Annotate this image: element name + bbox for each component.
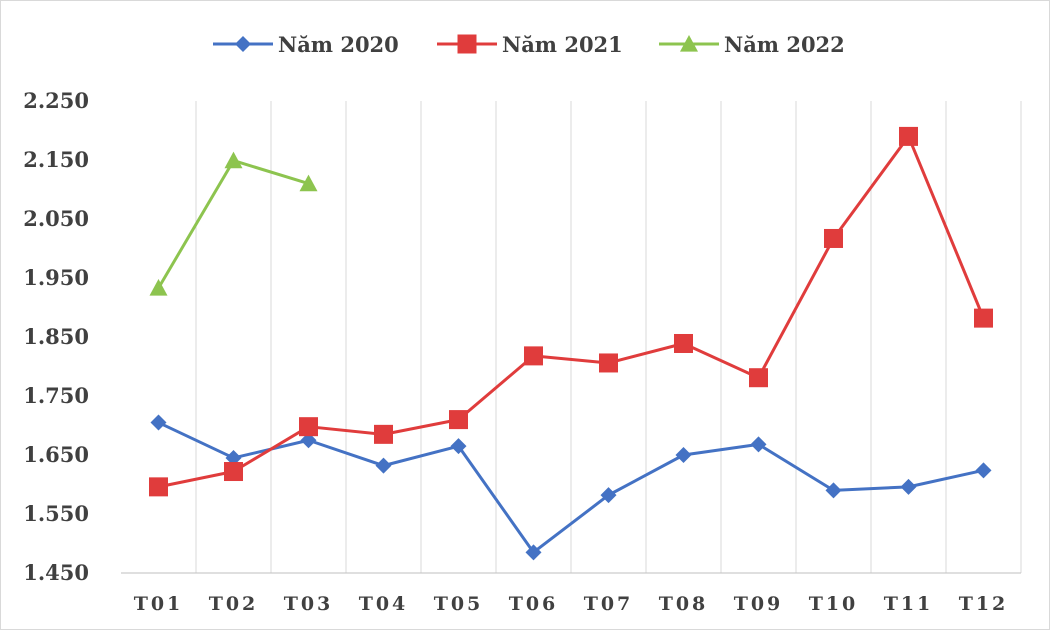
legend-marker xyxy=(680,35,698,52)
x-tick-label: T02 xyxy=(209,593,259,615)
y-tick-label: 1.650 xyxy=(23,442,89,467)
axes: 1.450 1.550 1.650 1.750 1.850 1.950 2.050 2.150… xyxy=(23,88,1021,615)
series-3 xyxy=(149,151,318,296)
data-point xyxy=(674,333,693,353)
x-tick-label: T05 xyxy=(434,593,484,615)
legend: Năm 2020 Năm 2021 Năm 2022 xyxy=(213,32,845,57)
y-tick-label: 2.150 xyxy=(23,147,89,172)
data-point xyxy=(150,414,167,431)
data-point xyxy=(899,126,918,146)
data-point xyxy=(375,457,392,474)
series-1 xyxy=(150,414,992,561)
data-point xyxy=(299,417,318,437)
series-line xyxy=(158,134,985,489)
legend-item: Năm 2022 xyxy=(659,32,845,57)
data-point xyxy=(299,174,318,192)
x-tick-label: T06 xyxy=(509,593,559,615)
legend-marker xyxy=(235,36,251,52)
data-point xyxy=(525,544,542,561)
data-point xyxy=(300,432,317,449)
series-2 xyxy=(149,126,993,497)
y-tick-label: 2.250 xyxy=(23,88,89,113)
data-point xyxy=(149,279,168,296)
data-point xyxy=(149,477,168,497)
data-point xyxy=(974,308,993,328)
y-tick-label: 1.750 xyxy=(23,383,89,408)
data-point xyxy=(825,482,842,499)
y-tick-label: 1.550 xyxy=(23,501,89,526)
legend-marker xyxy=(457,34,477,54)
data-point xyxy=(900,478,917,495)
data-point xyxy=(750,436,767,453)
series-line xyxy=(157,421,984,554)
x-tick-label: T08 xyxy=(659,593,709,615)
y-tick-label: 1.950 xyxy=(23,265,89,290)
series-layer xyxy=(149,126,993,561)
x-tick-label: T11 xyxy=(884,593,934,615)
y-tick-label: 2.050 xyxy=(23,206,89,231)
legend-label: Năm 2022 xyxy=(724,32,845,57)
data-point xyxy=(374,424,393,444)
data-point xyxy=(824,228,843,248)
data-point xyxy=(449,410,468,430)
data-point xyxy=(224,462,243,482)
data-point xyxy=(224,151,243,169)
data-point xyxy=(524,346,543,366)
x-tick-label: T10 xyxy=(809,593,859,615)
data-point xyxy=(450,438,467,455)
x-tick-label: T01 xyxy=(134,593,184,615)
data-point xyxy=(675,447,692,463)
data-point xyxy=(975,462,992,479)
x-tick-label: T09 xyxy=(734,593,784,615)
x-tick-label: T04 xyxy=(359,593,409,615)
data-point xyxy=(749,368,768,388)
x-tick-label: T12 xyxy=(959,593,1009,615)
legend-label: Năm 2020 xyxy=(278,32,399,57)
series-line xyxy=(157,159,309,289)
data-point xyxy=(225,449,242,466)
gridlines xyxy=(195,101,1022,573)
legend-item: Năm 2021 xyxy=(437,32,623,57)
legend-item: Năm 2020 xyxy=(213,32,399,57)
legend-label: Năm 2021 xyxy=(502,32,623,57)
data-point xyxy=(600,487,617,504)
data-point xyxy=(599,353,618,373)
y-tick-label: 1.450 xyxy=(23,560,89,585)
y-tick-label: 1.850 xyxy=(23,324,89,349)
x-tick-label: T03 xyxy=(284,593,334,615)
x-tick-label: T07 xyxy=(584,593,634,615)
